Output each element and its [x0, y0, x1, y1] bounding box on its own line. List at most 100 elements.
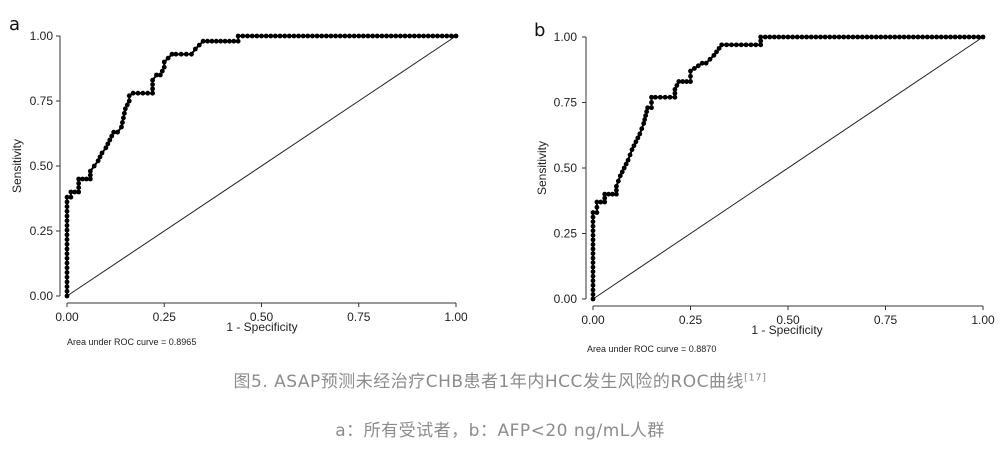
roc-point-a [95, 158, 101, 164]
roc-point-b [594, 210, 600, 215]
roc-point-b [887, 34, 893, 40]
roc-point-a [183, 51, 189, 57]
roc-point-b [610, 191, 615, 197]
y-tick-label-a: 0.00 [30, 289, 54, 303]
roc-point-b [850, 34, 856, 40]
roc-chart-b: b 0.00 0.00 0.25 0.25 0.50 0.50 0.75 0.75 1.00 1.… [525, 0, 1000, 362]
roc-point-a [64, 241, 70, 247]
roc-point-a [314, 33, 320, 39]
x-tick-label-b: 0.75 [874, 313, 898, 327]
roc-point-b [962, 34, 967, 40]
roc-point-b [692, 66, 697, 71]
roc-point-b [684, 79, 689, 84]
roc-point-b [934, 34, 939, 40]
roc-point-b [619, 169, 625, 175]
roc-point-a [291, 33, 297, 39]
roc-point-b [590, 232, 596, 238]
roc-point-a [68, 194, 74, 200]
roc-point-a [121, 110, 127, 116]
roc-point-a [64, 260, 70, 266]
roc-point-a [173, 51, 179, 57]
roc-point-a [150, 82, 155, 87]
roc-point-b [594, 204, 600, 210]
y-axis-title-b: Sensitivity [535, 141, 549, 195]
reference-diagonal-a [66, 35, 457, 297]
roc-point-b [799, 34, 805, 40]
x-tick-label-a: 0.75 [347, 310, 371, 324]
auc-annotation-b: Area under ROC curve = 0.8870 [587, 344, 716, 354]
roc-point-a [192, 46, 198, 52]
roc-point-b [649, 105, 654, 111]
roc-point-a [430, 33, 436, 39]
x-tick-label-b: 0.25 [679, 313, 703, 327]
roc-point-a [259, 33, 264, 39]
roc-point-a [398, 33, 403, 39]
roc-chart-a: a 0.00 0.00 0.25 0.25 0.50 0.50 0.75 0.75 1.00 1.… [0, 0, 500, 362]
y-tick-label-b: 0.25 [554, 227, 578, 241]
roc-point-b [758, 34, 764, 40]
roc-point-a [393, 33, 399, 39]
roc-point-b [672, 87, 678, 92]
roc-point-b [971, 34, 977, 40]
roc-point-b [625, 157, 631, 163]
roc-point-a [254, 33, 260, 39]
roc-point-a [374, 33, 380, 39]
caption-reference: [17] [743, 372, 767, 384]
roc-point-a [68, 189, 74, 195]
roc-point-b [680, 79, 686, 84]
roc-point-b [614, 183, 619, 189]
roc-point-b [785, 34, 791, 40]
roc-point-b [827, 34, 833, 40]
roc-point-b [938, 34, 944, 40]
roc-point-a [263, 33, 269, 39]
roc-point-a [178, 51, 184, 57]
roc-point-b [845, 34, 851, 40]
roc-point-b [859, 34, 865, 40]
roc-point-b [602, 199, 608, 205]
roc-point-a [305, 33, 311, 39]
roc-point-b [957, 34, 963, 40]
roc-point-a [64, 223, 70, 228]
roc-point-a [126, 98, 132, 104]
roc-point-a [388, 33, 394, 39]
roc-point-b [662, 94, 668, 100]
roc-point-b [641, 121, 647, 126]
roc-point-b [714, 49, 719, 55]
roc-point-a [121, 115, 126, 121]
roc-point-b [719, 42, 725, 48]
roc-point-b [631, 143, 637, 149]
roc-point-b [590, 223, 596, 229]
roc-point-b [672, 94, 678, 100]
roc-point-a [421, 33, 426, 39]
roc-point-a [157, 72, 163, 78]
y-axis-title-a: Sensitivity [10, 139, 24, 193]
roc-point-b [590, 287, 596, 293]
roc-point-a [218, 38, 224, 44]
roc-point-b [878, 34, 884, 40]
plot-area-a: 0.000.00 0.25 0.25 0.50 0.50 0.75 0.75 1.00 1.00… [10, 29, 468, 347]
roc-point-b [924, 34, 930, 40]
roc-point-a [109, 133, 115, 139]
roc-point-b [952, 34, 958, 40]
roc-point-b [794, 34, 800, 40]
roc-point-b [729, 42, 734, 48]
roc-point-b [676, 79, 682, 84]
roc-point-b [590, 269, 596, 275]
roc-point-a [72, 189, 78, 195]
roc-point-a [76, 189, 82, 195]
roc-point-b [892, 34, 898, 40]
roc-point-b [614, 187, 619, 193]
roc-point-b [897, 34, 902, 40]
roc-point-b [762, 34, 768, 40]
roc-point-b [644, 109, 650, 115]
roc-point-b [869, 34, 874, 40]
roc-point-a [444, 33, 450, 39]
roc-point-b [590, 246, 596, 252]
roc-point-b [649, 94, 654, 100]
roc-point-b [915, 34, 921, 40]
roc-point-b [590, 255, 596, 261]
panel-letter-a: a [9, 14, 20, 35]
roc-point-b [818, 34, 823, 40]
roc-point-b [813, 34, 819, 40]
roc-point-b [832, 34, 837, 40]
